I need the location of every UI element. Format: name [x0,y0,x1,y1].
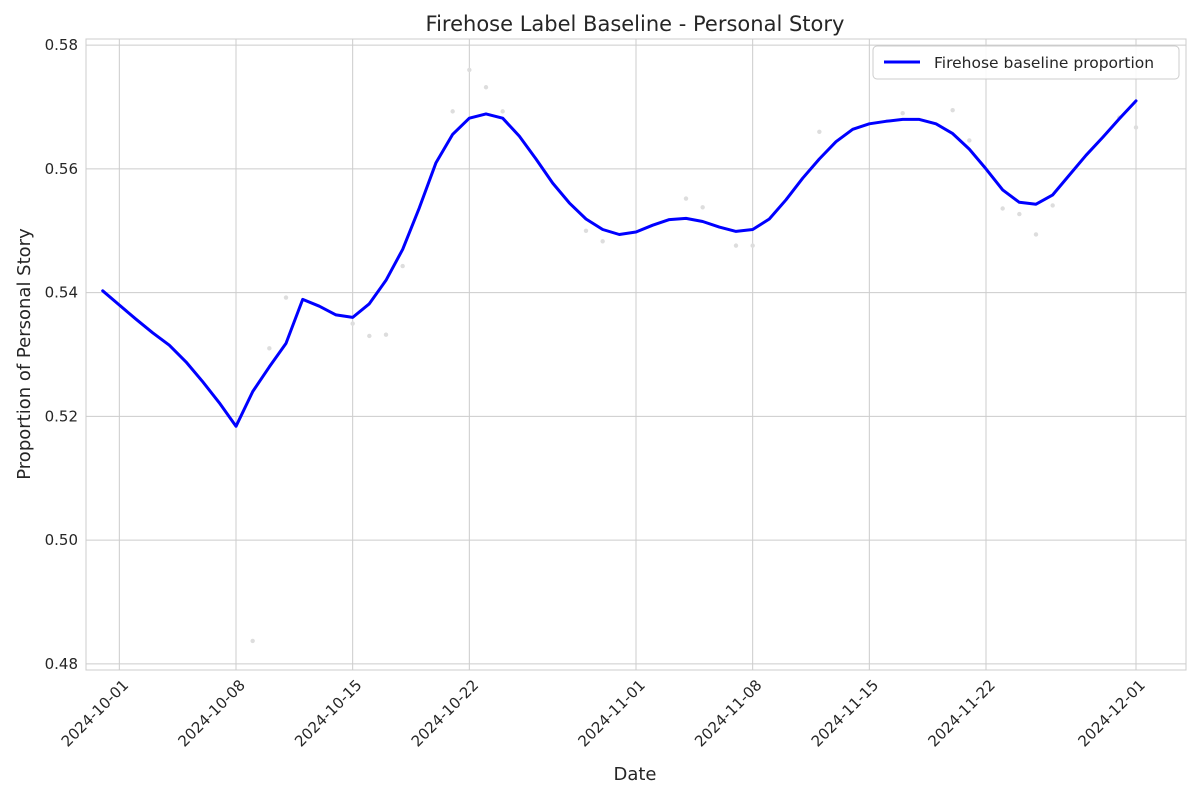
scatter-point [450,109,455,114]
scatter-point [1033,232,1039,237]
y-tick-label: 0.50 [45,531,78,549]
grid-lines [86,39,1186,670]
scatter-point [750,243,755,248]
scatter-point [817,129,822,134]
scatter-point [500,109,505,114]
scatter-point [467,67,472,73]
series-lines [101,99,1138,428]
scatter-point [250,638,255,644]
chart-title: Firehose Label Baseline - Personal Story [426,12,845,36]
scatter-point [1133,125,1139,130]
plot-area-frame [85,38,1187,671]
y-axis-label: Proportion of Personal Story [14,228,35,480]
series-line-firehose-baseline [101,99,1138,428]
y-tick-label: 0.52 [45,407,78,425]
scatter-point [600,239,605,244]
legend-box [872,45,1180,80]
scatter-point [1000,206,1005,211]
y-tick-label: 0.58 [45,36,78,54]
scatter-point [967,138,972,143]
scatter-points [250,67,1139,644]
scatter-point [283,295,289,300]
scatter-point [733,243,739,248]
legend: Firehose baseline proportion [872,45,1180,80]
y-tick-label: 0.48 [45,655,78,673]
scatter-point [683,196,689,201]
y-tick-label: 0.56 [45,160,78,178]
scatter-point [1017,211,1022,217]
scatter-point [383,332,389,337]
y-axis-ticks: 0.48 0.50 0.52 0.54 0.56 0.58 [45,36,78,673]
scatter-point [1050,203,1055,208]
y-tick-label: 0.54 [45,284,78,302]
scatter-point [483,85,489,90]
scatter-point [900,111,905,116]
x-axis-label: Date [613,764,656,785]
scatter-point [350,321,355,326]
scatter-point [700,205,705,210]
scatter-point [583,228,589,233]
scatter-point [267,346,272,351]
scatter-point [950,107,955,113]
scatter-point [367,333,372,339]
legend-entry-label: Firehose baseline proportion [934,54,1154,72]
scatter-point [400,263,405,269]
